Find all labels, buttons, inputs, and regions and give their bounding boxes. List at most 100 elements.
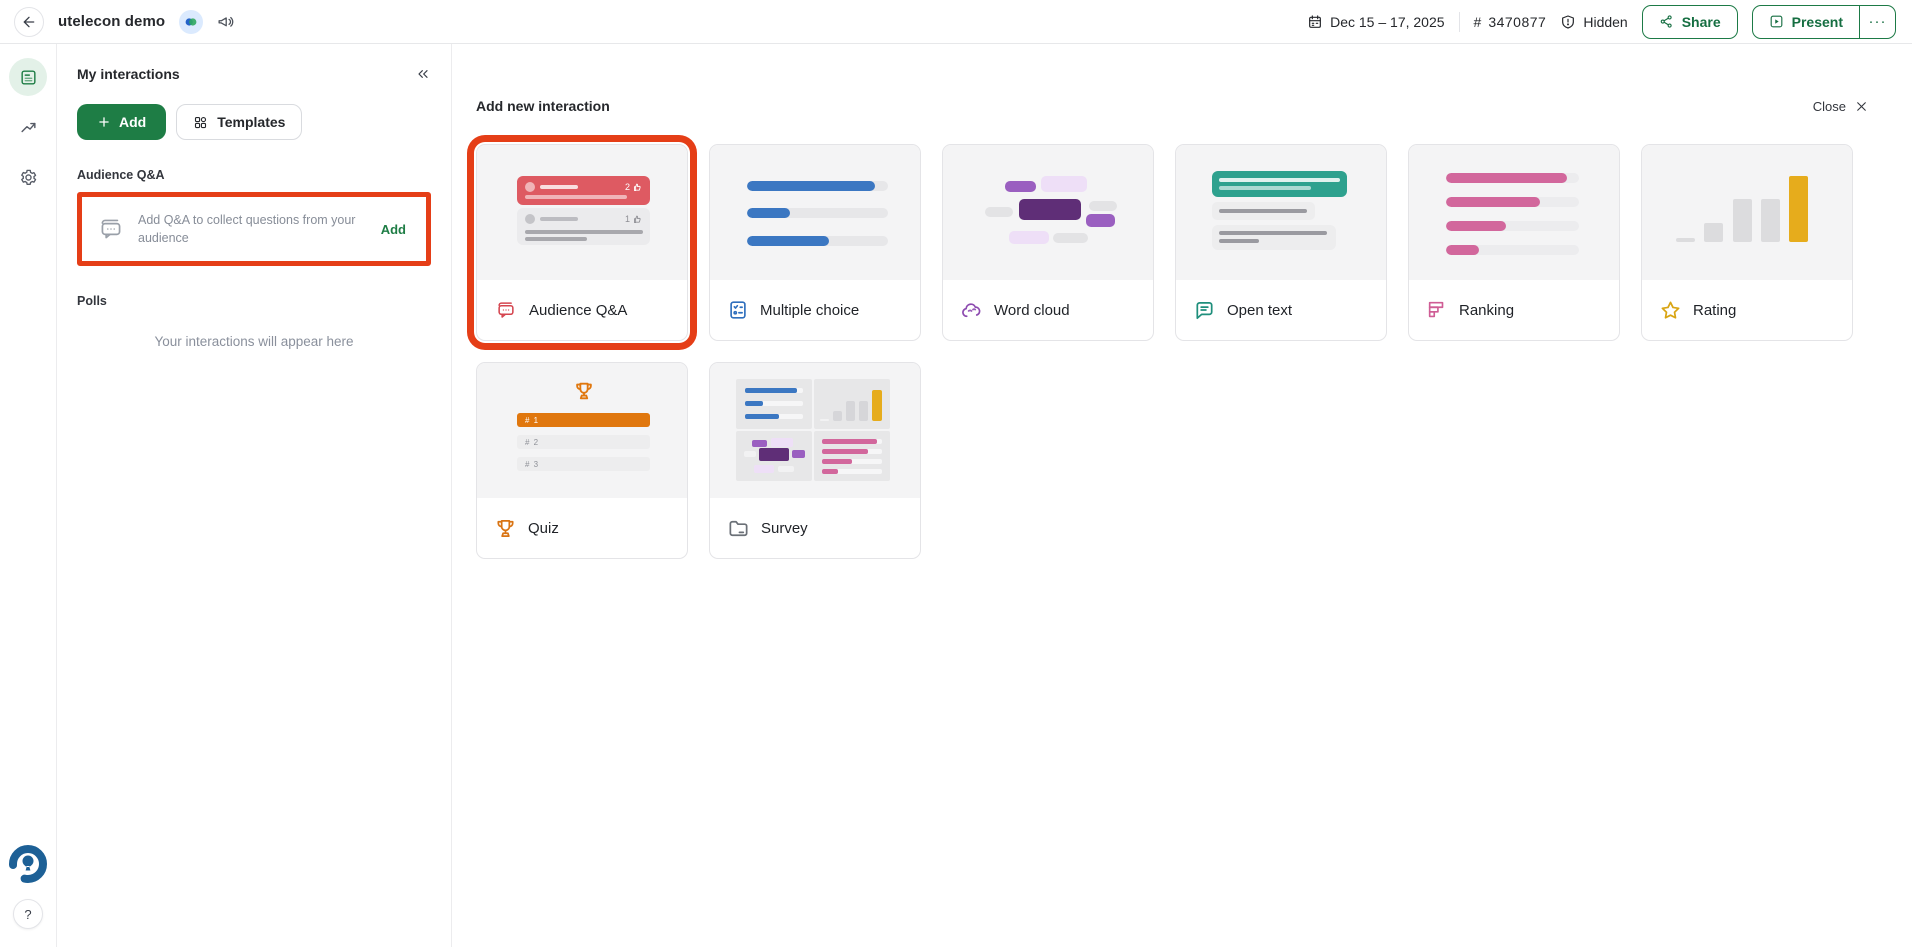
grid-icon	[193, 115, 208, 130]
templates-button[interactable]: Templates	[176, 104, 303, 140]
qa-top-votes: 2	[624, 182, 630, 192]
share-label: Share	[1681, 13, 1721, 30]
voting-code[interactable]: # 3470877	[1474, 14, 1547, 30]
card-preview: 2	[477, 145, 687, 280]
workspace-badge-icon[interactable]	[179, 9, 204, 34]
polls-section-label: Polls	[77, 294, 107, 309]
card-preview: # 1 # 2 # 3	[477, 363, 687, 498]
interaction-card-survey[interactable]: Survey	[709, 362, 921, 559]
help-button[interactable]: ?	[13, 899, 43, 929]
interaction-card-multiple-choice[interactable]: Multiple choice	[709, 144, 921, 341]
card-label-text: Audience Q&A	[529, 301, 628, 319]
body-row: ? My interactions Add	[0, 44, 1912, 947]
sidebar-actions: Add Templates	[77, 104, 431, 140]
calendar-icon	[1307, 14, 1323, 30]
interaction-card-audience-qa[interactable]: 2	[476, 144, 688, 341]
qa-section-label: Audience Q&A	[77, 168, 165, 182]
share-button[interactable]: Share	[1641, 4, 1738, 39]
shield-alert-icon	[1560, 14, 1576, 30]
present-label: Present	[1791, 13, 1843, 30]
panel-title: Add new interaction	[476, 98, 610, 114]
present-split-button: Present ···	[1751, 4, 1896, 39]
close-icon	[1855, 100, 1868, 113]
editor-icon	[19, 68, 38, 87]
voting-code-text: 3470877	[1488, 13, 1547, 30]
add-interaction-panel: Add new interaction Close	[452, 44, 1912, 947]
card-label-text: Survey	[761, 519, 808, 537]
rail-bottom: ?	[7, 843, 49, 929]
card-label-text: Quiz	[528, 519, 559, 537]
interaction-card-open-text[interactable]: Open text	[1175, 144, 1387, 341]
sidebar-header: My interactions	[77, 66, 431, 82]
date-range-text: Dec 15 – 17, 2025	[1330, 13, 1445, 30]
icon-rail: ?	[0, 44, 57, 947]
chat-bubbles-icon	[96, 214, 126, 244]
qa-second-votes: 1	[624, 214, 630, 224]
rail-item-settings[interactable]	[9, 158, 47, 196]
card-label-text: Ranking	[1459, 301, 1515, 319]
utelecon-logo-icon	[7, 843, 49, 885]
quiz-trophy-icon	[494, 517, 517, 540]
collapse-sidebar-button[interactable]	[415, 66, 431, 82]
megaphone-icon[interactable]	[217, 13, 234, 30]
visibility-status[interactable]: Hidden	[1560, 13, 1628, 30]
presentation-title[interactable]: utelecon demo	[58, 13, 166, 30]
quiz-rank-1: # 1	[525, 415, 540, 425]
close-button[interactable]: Close	[1813, 99, 1868, 114]
interaction-card-ranking[interactable]: Ranking	[1408, 144, 1620, 341]
thumbs-up-icon	[633, 215, 642, 224]
card-preview	[943, 145, 1153, 280]
topbar-left: utelecon demo	[14, 6, 234, 37]
interaction-card-word-cloud[interactable]: Word cloud	[942, 144, 1154, 341]
rail-top	[9, 58, 47, 196]
audience-qa-icon	[494, 298, 518, 322]
play-square-icon	[1769, 14, 1784, 29]
panel-header: Add new interaction Close	[452, 44, 1912, 114]
multiple-choice-icon	[727, 299, 749, 321]
add-button[interactable]: Add	[77, 104, 167, 140]
templates-button-label: Templates	[217, 114, 286, 130]
card-label-text: Word cloud	[994, 301, 1070, 319]
ranking-icon	[1426, 299, 1448, 321]
gear-icon	[19, 168, 38, 187]
add-button-label: Add	[119, 114, 147, 130]
back-button[interactable]	[14, 6, 44, 37]
top-bar: utelecon demo Dec 15 – 17, 2025 #	[0, 0, 1912, 44]
plus-icon	[97, 115, 111, 129]
card-preview	[710, 363, 920, 498]
present-button[interactable]: Present	[1753, 6, 1859, 38]
date-range[interactable]: Dec 15 – 17, 2025	[1307, 13, 1445, 30]
survey-folder-icon	[727, 517, 750, 540]
rail-item-editor[interactable]	[9, 58, 47, 96]
word-cloud-icon	[960, 299, 983, 322]
close-label: Close	[1812, 98, 1846, 114]
interaction-card-rating[interactable]: Rating	[1641, 144, 1853, 341]
thumbs-up-icon	[633, 183, 642, 192]
interaction-cards-grid: 2	[452, 114, 1897, 559]
card-preview	[1176, 145, 1386, 280]
trend-up-icon	[19, 118, 38, 137]
empty-interactions-message: Your interactions will appear here	[154, 334, 354, 350]
qa-upsell-add-link[interactable]: Add	[380, 221, 406, 237]
present-more-button[interactable]: ···	[1859, 5, 1895, 38]
card-label-text: Multiple choice	[760, 301, 860, 319]
sidebar-title: My interactions	[77, 66, 180, 82]
quiz-rank-3: # 3	[525, 459, 540, 469]
topbar-right: Dec 15 – 17, 2025 # 3470877 Hidden Share	[1307, 4, 1896, 39]
card-label-text: Open text	[1227, 301, 1293, 319]
trophy-glyph	[573, 380, 595, 402]
visibility-text: Hidden	[1583, 13, 1628, 30]
question-icon: ?	[24, 906, 32, 922]
card-preview	[1409, 145, 1619, 280]
hash-icon: #	[1473, 13, 1482, 30]
rating-star-icon	[1659, 299, 1682, 322]
quiz-rank-2: # 2	[525, 437, 540, 447]
rail-item-results[interactable]	[9, 108, 47, 146]
arrow-left-icon	[21, 14, 37, 30]
card-label-text: Rating	[1693, 301, 1737, 319]
interaction-card-quiz[interactable]: # 1 # 2 # 3 Quiz	[476, 362, 688, 559]
qa-upsell-text: Add Q&A to collect questions from your a…	[138, 213, 356, 246]
divider	[1458, 11, 1460, 32]
card-preview	[710, 145, 920, 280]
